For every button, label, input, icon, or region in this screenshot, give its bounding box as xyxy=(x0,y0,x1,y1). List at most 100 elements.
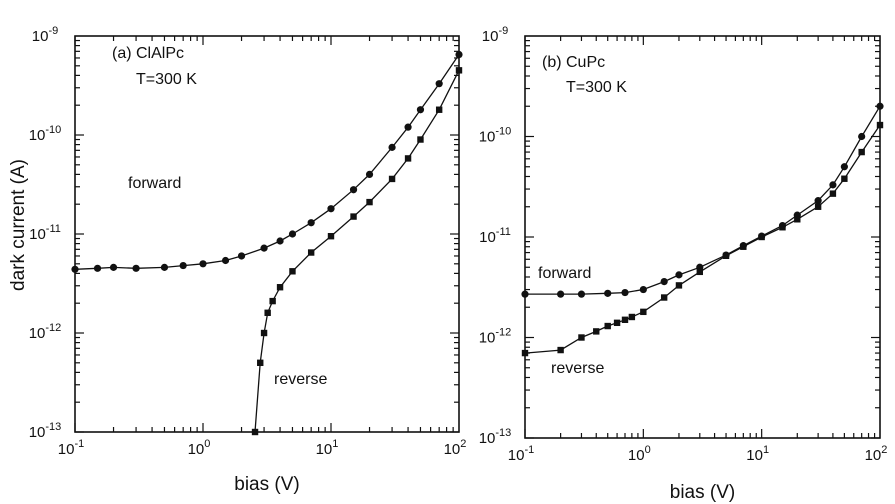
data-point-reverse xyxy=(366,198,373,206)
data-point-forward xyxy=(521,290,529,298)
data-point-reverse xyxy=(814,203,822,210)
series-forward: forward xyxy=(71,50,463,273)
panel-a: 10-1 100 101 102 10-13 10-12 10-11 10-10 10-9 bia… xyxy=(29,25,467,495)
data-point-forward xyxy=(416,106,425,114)
data-point-reverse xyxy=(417,136,424,143)
data-point-forward xyxy=(455,50,463,59)
data-point-forward xyxy=(179,261,187,270)
data-point-reverse xyxy=(829,190,837,197)
data-point-reverse xyxy=(578,334,585,341)
data-point-forward xyxy=(199,260,207,268)
data-point-reverse xyxy=(604,322,611,330)
data-point-reverse xyxy=(260,329,268,337)
temperature-label: T=300 K xyxy=(566,79,627,96)
data-point-reverse xyxy=(327,233,335,240)
y-axis-label: dark current (A) xyxy=(8,159,29,291)
data-point-forward xyxy=(604,289,612,297)
data-point-reverse xyxy=(404,155,412,162)
x-tick-label: 100 xyxy=(188,438,211,458)
data-point-forward xyxy=(621,288,629,297)
y-tick-label: 10-13 xyxy=(29,421,62,441)
y-tick-label: 10-13 xyxy=(479,427,512,447)
data-point-reverse xyxy=(557,346,564,354)
y-tick-label: 10-10 xyxy=(29,124,62,144)
data-point-forward xyxy=(349,186,358,194)
data-point-forward xyxy=(858,132,866,141)
data-point-forward xyxy=(675,271,683,279)
data-point-reverse xyxy=(264,309,271,316)
data-point-forward xyxy=(160,263,169,271)
data-point-forward xyxy=(639,285,647,294)
data-point-reverse xyxy=(276,284,284,291)
data-point-reverse xyxy=(740,243,747,250)
data-point-reverse xyxy=(675,282,683,289)
series-reverse: reverse xyxy=(251,67,463,436)
data-point-forward xyxy=(660,277,668,286)
x-tick-label: 101 xyxy=(316,438,339,458)
data-point-forward xyxy=(840,163,848,171)
plot-frame xyxy=(524,35,881,439)
data-point-forward xyxy=(365,170,374,178)
data-point-reverse xyxy=(521,349,529,357)
data-point-reverse xyxy=(779,224,786,231)
data-point-forward xyxy=(276,237,284,245)
data-point-reverse xyxy=(455,67,463,74)
data-point-forward xyxy=(814,197,822,205)
y-tick-label: 10-9 xyxy=(482,25,508,45)
data-point-reverse xyxy=(660,294,668,301)
panel-label: (b) CuPc xyxy=(542,54,605,71)
series-reverse: reverse xyxy=(521,121,884,377)
y-tick-label: 10-11 xyxy=(479,226,511,246)
x-tick-label: 102 xyxy=(444,438,467,458)
data-point-reverse xyxy=(722,252,730,260)
data-point-reverse xyxy=(289,268,296,275)
y-tick-label: 10-10 xyxy=(479,126,512,146)
data-point-reverse xyxy=(758,233,765,241)
data-point-forward xyxy=(435,80,443,88)
data-point-reverse xyxy=(350,213,357,220)
y-tick-label: 10-12 xyxy=(29,322,62,342)
data-point-forward xyxy=(876,102,884,110)
data-point-forward xyxy=(260,244,268,252)
data-point-reverse xyxy=(251,428,259,436)
series-line-forward xyxy=(74,54,460,270)
series-line-reverse xyxy=(524,124,881,354)
data-point-reverse xyxy=(794,216,801,223)
plot-frame xyxy=(74,35,460,433)
data-point-forward xyxy=(132,264,140,272)
data-point-forward xyxy=(307,219,315,227)
data-point-forward xyxy=(71,265,79,273)
data-point-reverse xyxy=(388,175,396,183)
data-point-forward xyxy=(221,256,230,265)
data-point-reverse xyxy=(628,313,636,321)
data-point-forward xyxy=(237,252,246,260)
y-tick-label: 10-11 xyxy=(29,223,61,243)
data-point-forward xyxy=(388,143,396,151)
temperature-label: T=300 K xyxy=(136,71,197,88)
x-axis-label: bias (V) xyxy=(670,482,735,503)
y-tick-label: 10-12 xyxy=(479,327,512,347)
x-tick-label: 10-1 xyxy=(58,438,84,458)
x-tick-label: 10-1 xyxy=(508,444,534,464)
x-tick-label: 102 xyxy=(865,444,888,464)
data-point-forward xyxy=(93,264,102,272)
data-point-forward xyxy=(288,230,297,238)
data-point-reverse xyxy=(613,319,621,327)
data-point-reverse xyxy=(621,316,629,324)
data-point-reverse xyxy=(435,106,443,113)
data-point-forward xyxy=(557,290,565,298)
data-point-forward xyxy=(404,123,412,131)
x-tick-label: 101 xyxy=(746,444,769,464)
data-point-forward xyxy=(327,205,335,213)
x-tick-label: 100 xyxy=(628,444,651,464)
x-axis-label: bias (V) xyxy=(234,474,299,495)
data-point-reverse xyxy=(257,359,264,367)
data-point-forward xyxy=(829,181,837,189)
data-point-reverse xyxy=(307,249,315,256)
panel-label: (a) ClAlPc xyxy=(112,45,184,62)
data-point-reverse xyxy=(269,297,276,305)
data-point-reverse xyxy=(858,148,865,156)
series-label-reverse: reverse xyxy=(551,360,604,377)
data-point-reverse xyxy=(640,308,647,316)
data-point-forward xyxy=(577,290,586,298)
